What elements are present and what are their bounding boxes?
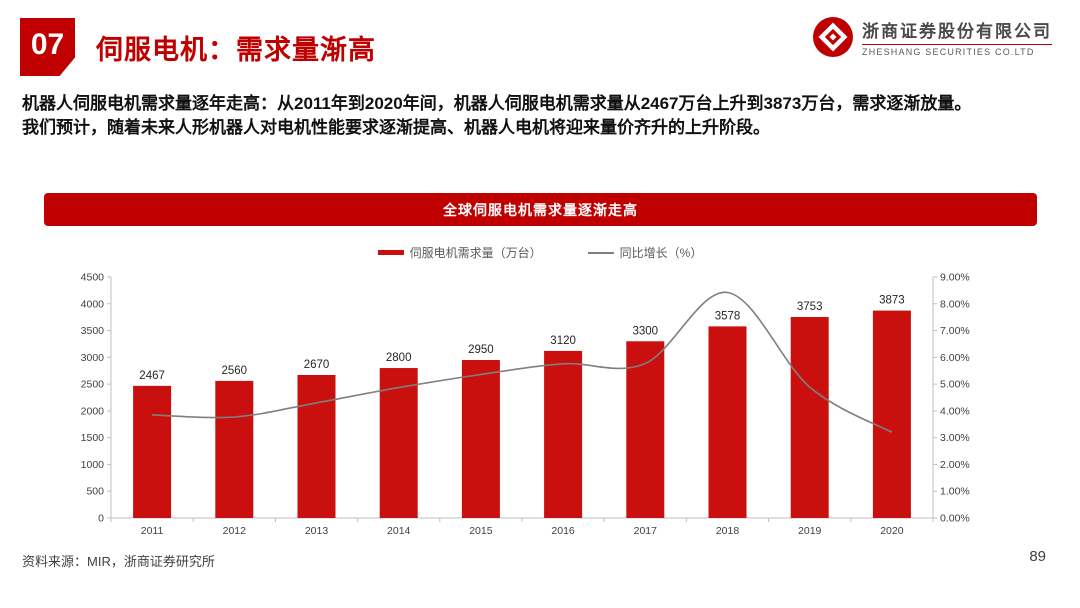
- svg-text:2015: 2015: [469, 525, 493, 537]
- svg-text:3753: 3753: [797, 301, 823, 313]
- svg-text:5.00%: 5.00%: [940, 379, 970, 391]
- svg-text:2560: 2560: [222, 365, 248, 377]
- company-name-cn: 浙商证券股份有限公司: [862, 22, 1052, 41]
- logo-text: 浙商证券股份有限公司 ZHESHANG SECURITIES CO.LTD: [862, 17, 1052, 57]
- svg-text:9.00%: 9.00%: [940, 272, 970, 284]
- page-title: 伺服电机：需求量渐高: [96, 35, 376, 65]
- page-number: 89: [1029, 548, 1046, 565]
- svg-text:0.00%: 0.00%: [940, 513, 970, 525]
- svg-text:3120: 3120: [550, 335, 576, 347]
- chart-legend: 伺服电机需求量（万台） 同比增长（%）: [0, 244, 1080, 261]
- svg-text:2670: 2670: [304, 359, 330, 371]
- summary-line-1: 机器人伺服电机需求量逐年走高：从2011年到2020年间，机器人伺服电机需求量从…: [22, 94, 972, 113]
- section-number-badge: 07: [20, 18, 75, 76]
- legend-swatch-line: [587, 251, 614, 254]
- svg-text:2016: 2016: [551, 525, 575, 537]
- svg-text:2014: 2014: [387, 525, 411, 537]
- svg-text:2.00%: 2.00%: [940, 459, 970, 471]
- legend-swatch-bar: [377, 250, 404, 255]
- company-name-en: ZHESHANG SECURITIES CO.LTD: [862, 47, 1035, 57]
- svg-text:1500: 1500: [81, 432, 105, 444]
- left-axis-labels: 0 500 1000 1500 2000 2500 3000 3500 4000 4500: [81, 272, 111, 525]
- bar-2018: [708, 326, 747, 518]
- bar-2011: [133, 385, 172, 518]
- svg-text:4000: 4000: [81, 298, 105, 310]
- summary-line-2: 我们预计，随着未来人形机器人对电机性能要求逐渐提高、机器人电机将迎来量价齐升的上…: [22, 118, 770, 137]
- svg-text:3873: 3873: [879, 295, 905, 307]
- bars-group: [133, 310, 911, 518]
- section-number: 07: [30, 28, 65, 61]
- bar-value-labels: 2467 2560 2670 2800 2950 3120 3300 3578 3753 3873: [139, 295, 904, 382]
- svg-text:2018: 2018: [716, 525, 740, 537]
- svg-text:2019: 2019: [798, 525, 822, 537]
- svg-text:2000: 2000: [81, 405, 105, 417]
- svg-text:2012: 2012: [223, 525, 247, 537]
- bar-2013: [297, 375, 336, 518]
- svg-text:4.00%: 4.00%: [940, 405, 970, 417]
- svg-text:2467: 2467: [139, 370, 165, 382]
- bar-2012: [215, 380, 254, 518]
- svg-text:500: 500: [86, 486, 104, 498]
- bar-2015: [461, 360, 500, 518]
- svg-text:2013: 2013: [305, 525, 329, 537]
- svg-text:2020: 2020: [880, 525, 904, 537]
- logo-icon: [813, 17, 853, 57]
- legend-label: 伺服电机需求量（万台）: [409, 246, 542, 260]
- svg-text:3500: 3500: [81, 325, 105, 337]
- chart-svg: 0 500 1000 1500 2000 2500 3000 3500 4000 4500 0.00…: [81, 272, 970, 538]
- bar-2014: [379, 368, 418, 518]
- svg-text:6.00%: 6.00%: [940, 352, 970, 364]
- demand-chart: 0 500 1000 1500 2000 2500 3000 3500 4000 4500 0.00…: [56, 264, 1024, 546]
- svg-text:3000: 3000: [81, 352, 105, 364]
- bar-2019: [790, 317, 829, 518]
- svg-text:8.00%: 8.00%: [940, 298, 970, 310]
- svg-text:2800: 2800: [386, 352, 412, 364]
- x-axis-labels: 2011 2012 2013 2014 2015 2016 2017 2018 2019 2020: [141, 525, 904, 537]
- bar-2020: [872, 310, 911, 518]
- x-axis-ticks: [110, 518, 934, 522]
- logo-underline: [862, 44, 1052, 45]
- growth-line: [152, 291, 893, 434]
- svg-text:3578: 3578: [715, 310, 741, 322]
- svg-text:7.00%: 7.00%: [940, 325, 970, 337]
- svg-text:2017: 2017: [634, 525, 658, 537]
- svg-text:3.00%: 3.00%: [940, 432, 970, 444]
- summary-text: 机器人伺服电机需求量逐年走高：从2011年到2020年间，机器人伺服电机需求量从…: [22, 92, 1062, 140]
- svg-text:2011: 2011: [141, 525, 164, 537]
- legend-item-growth: 同比增长（%）: [587, 244, 703, 261]
- legend-item-demand: 伺服电机需求量（万台）: [377, 244, 542, 261]
- svg-text:1000: 1000: [81, 459, 105, 471]
- bar-2016: [544, 350, 583, 518]
- chart-title: 全球伺服电机需求量逐渐走高: [443, 201, 638, 218]
- svg-text:3300: 3300: [633, 325, 659, 337]
- chart-title-banner: 全球伺服电机需求量逐渐走高: [44, 193, 1037, 226]
- legend-label: 同比增长（%）: [619, 246, 703, 260]
- right-axis-labels: 0.00% 1.00% 2.00% 3.00% 4.00% 5.00% 6.00% 7.00%…: [933, 272, 970, 525]
- svg-text:2950: 2950: [468, 344, 494, 356]
- svg-text:4500: 4500: [81, 272, 105, 284]
- bar-2017: [626, 341, 665, 518]
- svg-text:1.00%: 1.00%: [940, 486, 970, 498]
- company-logo: 浙商证券股份有限公司 ZHESHANG SECURITIES CO.LTD: [812, 16, 1052, 58]
- source-note: 资料来源：MIR，浙商证券研究所: [22, 554, 215, 569]
- svg-text:0: 0: [98, 513, 104, 525]
- svg-text:2500: 2500: [81, 379, 105, 391]
